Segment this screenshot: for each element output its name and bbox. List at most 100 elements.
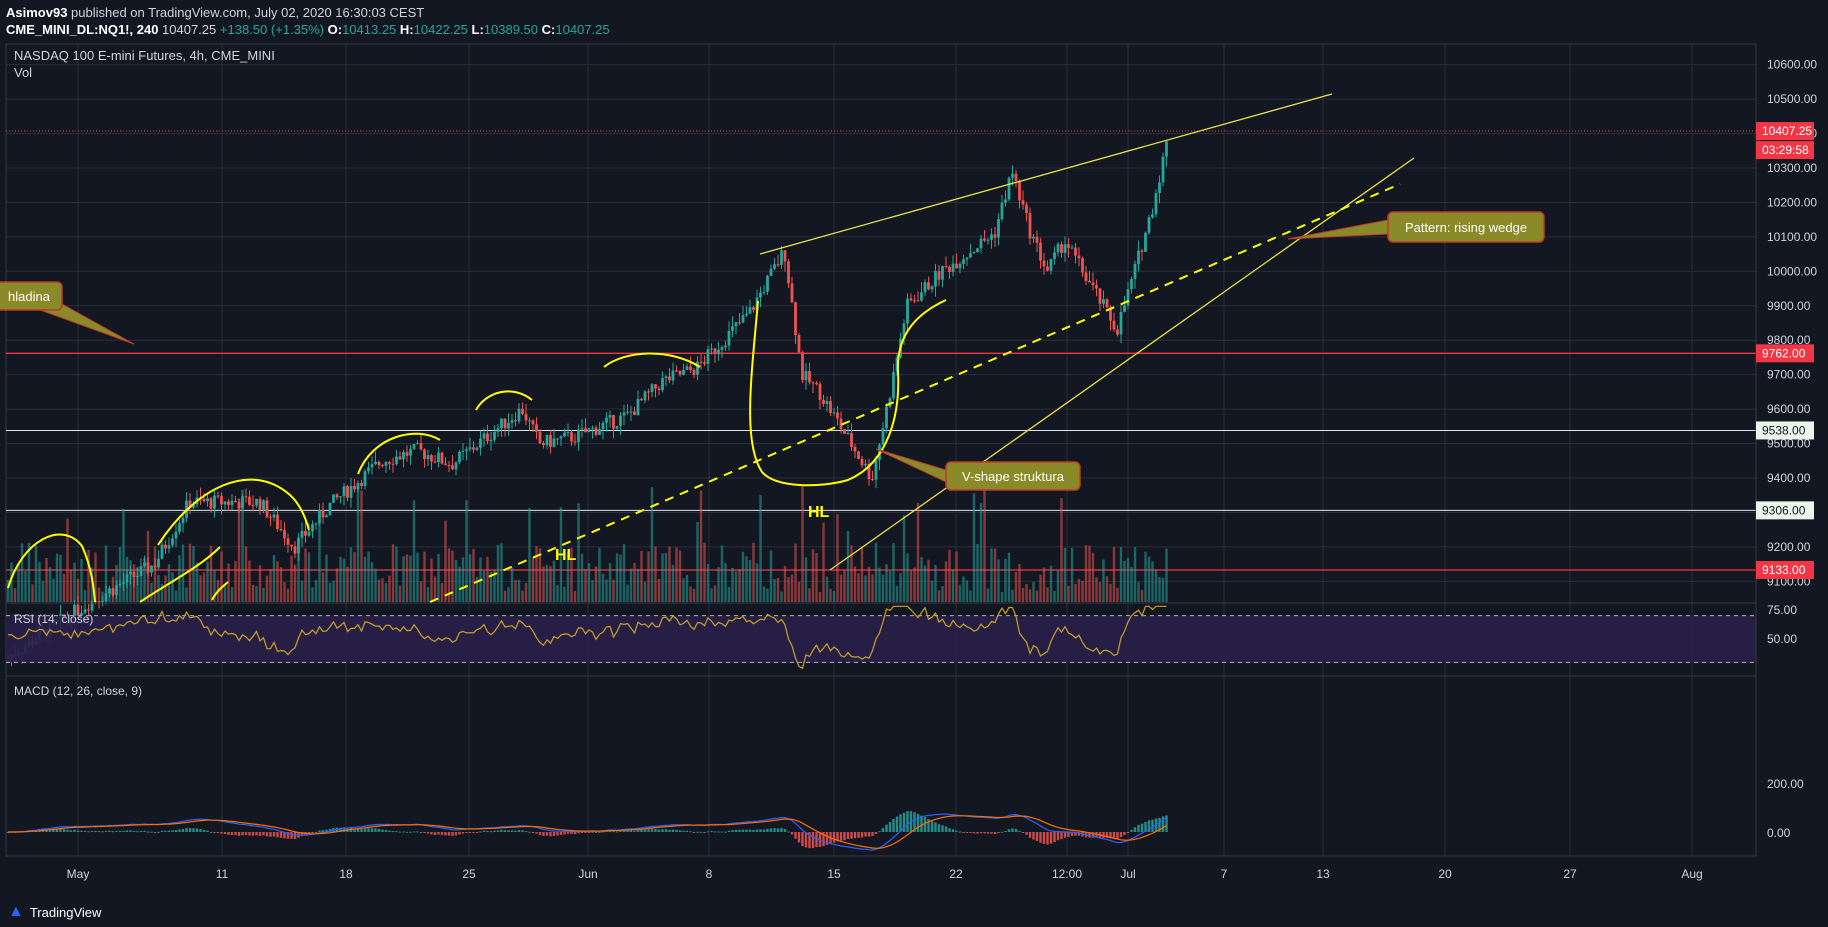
- macd-histogram-bar: [1074, 832, 1077, 836]
- candle-body: [1014, 173, 1018, 181]
- horizontal-levels: [6, 130, 1756, 571]
- macd-histogram-bar: [727, 830, 731, 832]
- macd-histogram-bar: [458, 832, 461, 835]
- candle-body: [584, 428, 587, 433]
- hand-drawn-curve: [157, 478, 310, 546]
- volume-bar: [209, 545, 213, 602]
- macd-histogram-bar: [899, 814, 902, 832]
- volume-bar: [752, 542, 755, 602]
- candle-body: [580, 428, 584, 430]
- macd-histogram-bar: [318, 830, 321, 832]
- volume-bar: [678, 550, 682, 602]
- macd-histogram-bar: [486, 830, 489, 832]
- macd-histogram-bar: [591, 831, 594, 833]
- volume-bar: [402, 556, 405, 602]
- candle-body: [146, 562, 150, 573]
- candle-body: [657, 388, 661, 391]
- candle-body: [594, 427, 598, 435]
- low-label: L:: [471, 22, 484, 37]
- macd-histogram-bar: [713, 831, 717, 833]
- volume-bar: [41, 580, 45, 602]
- candle-body: [906, 298, 909, 324]
- macd-tick-label: 200.00: [1767, 777, 1804, 791]
- macd-histogram-bar: [892, 818, 895, 832]
- volume-bar: [657, 578, 661, 602]
- macd-histogram-bar: [948, 828, 951, 832]
- grid: [6, 44, 1756, 856]
- time-tick-label: 11: [216, 867, 229, 881]
- candle-body: [1084, 272, 1088, 282]
- author[interactable]: Asimov93: [6, 5, 68, 20]
- candle-body: [720, 347, 724, 350]
- candle-body: [447, 465, 451, 467]
- macd-histogram-bar: [59, 828, 62, 832]
- tradingview-logo-icon[interactable]: ▲: [8, 903, 24, 920]
- macd-histogram-bar: [500, 829, 503, 832]
- macd-histogram-bar: [853, 832, 857, 839]
- macd-histogram-bar: [822, 832, 825, 847]
- candle-body: [948, 266, 951, 273]
- macd-histogram-bar: [1077, 832, 1081, 836]
- macd-histogram-bar: [930, 821, 934, 832]
- volume-bar: [780, 591, 783, 602]
- macd-histogram-bar: [650, 828, 654, 832]
- candle-body: [640, 398, 643, 401]
- price-level-badge-label: 9133.00: [1762, 563, 1806, 577]
- price-level-badge: [1756, 421, 1814, 440]
- volume-bar: [34, 545, 38, 602]
- macd-histogram-bar: [398, 831, 402, 833]
- candle-body: [965, 257, 969, 260]
- volume-bar: [192, 545, 195, 602]
- candle-body: [419, 443, 423, 450]
- volume-bar: [66, 518, 69, 602]
- volume-bar: [83, 590, 87, 602]
- macd-histogram-bar: [174, 829, 178, 832]
- macd-histogram-bar: [864, 832, 867, 837]
- brand-name[interactable]: TradingView: [29, 904, 102, 920]
- volume-bar: [591, 580, 594, 602]
- volume-bar: [1042, 567, 1046, 602]
- macd-histogram-bar: [1032, 832, 1035, 840]
- candle-body: [612, 415, 615, 429]
- volume-bar: [486, 556, 489, 602]
- candle-body: [223, 501, 227, 505]
- volume-bar: [489, 571, 493, 602]
- macd-histogram-bar: [545, 832, 549, 836]
- macd-histogram-bar: [1158, 817, 1161, 832]
- macd-histogram-bar: [1070, 832, 1074, 836]
- candle-body: [1137, 250, 1140, 265]
- macd-histogram-bar: [97, 831, 101, 833]
- published-info: published on TradingView.com, July 02, 2…: [67, 5, 425, 20]
- volume-bar: [335, 568, 339, 602]
- candle-body: [951, 263, 955, 273]
- volume-bar: [468, 554, 472, 602]
- volume-bar: [717, 567, 720, 602]
- macd-histogram-bar: [577, 832, 580, 834]
- candle-body: [570, 432, 573, 442]
- candle-body: [654, 384, 657, 389]
- macd-histogram-bar: [227, 832, 230, 835]
- macd-histogram-bar: [818, 832, 822, 847]
- callout-box: [0, 281, 63, 311]
- candle-body: [787, 261, 790, 284]
- symbol[interactable]: CME_MINI_DL:NQ1!, 240: [6, 22, 159, 37]
- candle-body: [1032, 236, 1035, 239]
- chart-canvas[interactable]: HL HL Pattern: rising wedge V-shape struktu…: [0, 42, 1828, 897]
- candle-body: [1095, 285, 1098, 289]
- volume-bar: [339, 556, 342, 602]
- volume-bar: [1018, 564, 1021, 602]
- candle-body: [402, 452, 405, 460]
- volume-bar: [661, 553, 664, 602]
- volume-bar: [626, 584, 629, 602]
- volume-bar: [55, 553, 59, 602]
- macd-histogram-bar: [178, 829, 181, 832]
- candle-body: [1130, 278, 1133, 290]
- macd-histogram-bar: [108, 830, 111, 832]
- volume-bar: [682, 578, 685, 602]
- candle-body: [563, 432, 566, 437]
- volume-bar: [745, 556, 748, 602]
- volume-bar: [465, 500, 468, 602]
- footer: ▲ TradingView: [0, 897, 1828, 927]
- candle-body: [395, 456, 398, 465]
- candle-body: [671, 370, 675, 381]
